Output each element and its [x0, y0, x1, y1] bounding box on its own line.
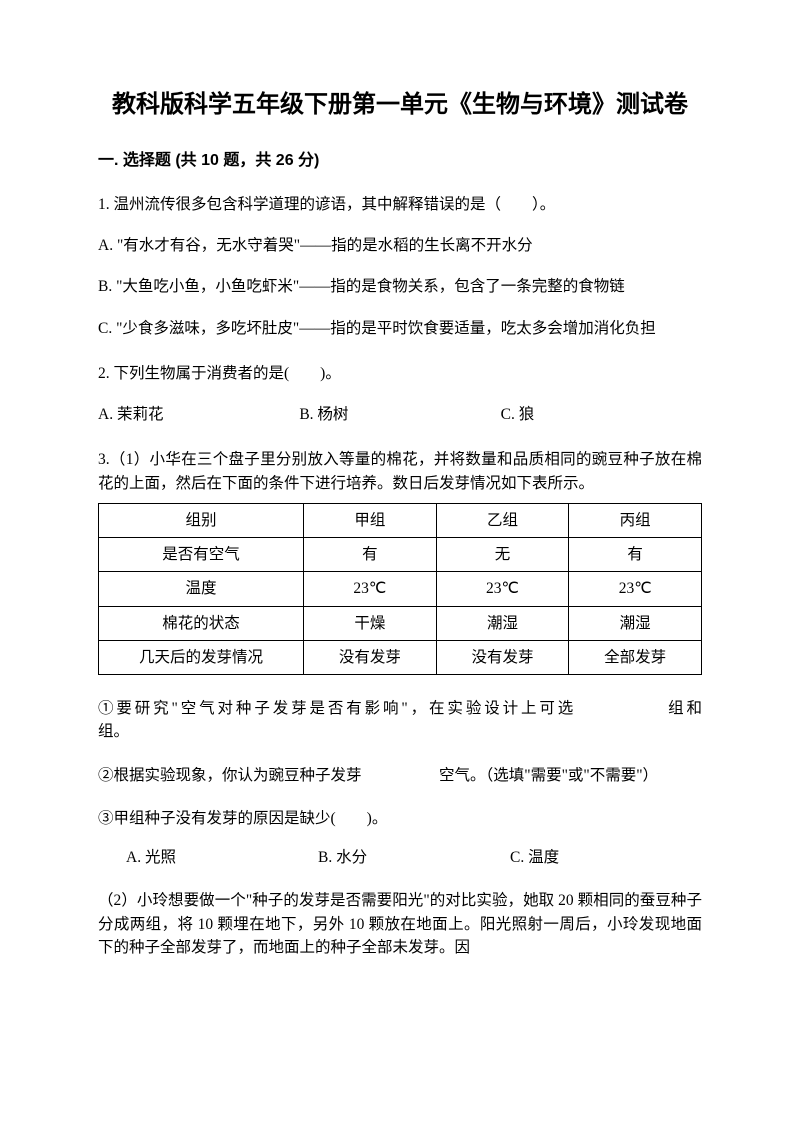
table-cell: 23℃: [304, 572, 437, 606]
q3-intro: 3.（1）小华在三个盘子里分别放入等量的棉花，并将数量和品质相同的豌豆种子放在棉…: [98, 448, 702, 495]
table-row: 是否有空气 有 无 有: [99, 538, 702, 572]
table-cell: 乙组: [436, 503, 569, 537]
question-3: 3.（1）小华在三个盘子里分别放入等量的棉花，并将数量和品质相同的豌豆种子放在棉…: [98, 448, 702, 959]
q3-sub3-option-a: A. 光照: [126, 846, 318, 869]
q1-option-b: B. "大鱼吃小鱼，小鱼吃虾米"——指的是食物关系，包含了一条完整的食物链: [98, 275, 702, 298]
q3-sub1: ①要研究"空气对种子发芽是否有影响"，在实验设计上可选 组和 组。: [98, 697, 702, 744]
table-cell: 干燥: [304, 606, 437, 640]
q2-option-a: A. 茉莉花: [98, 403, 299, 426]
table-cell: 潮湿: [569, 606, 702, 640]
q2-option-b: B. 杨树: [299, 403, 500, 426]
table-cell: 几天后的发芽情况: [99, 640, 304, 674]
q1-stem: 1. 温州流传很多包含科学道理的谚语，其中解释错误的是（ ）。: [98, 193, 702, 216]
table-cell: 23℃: [436, 572, 569, 606]
table-cell: 没有发芽: [304, 640, 437, 674]
table-cell: 是否有空气: [99, 538, 304, 572]
q1-option-a: A. "有水才有谷，无水守着哭"——指的是水稻的生长离不开水分: [98, 234, 702, 257]
q3-part2: （2）小玲想要做一个"种子的发芽是否需要阳光"的对比实验，她取 20 颗相同的蚕…: [98, 889, 702, 959]
table-cell: 温度: [99, 572, 304, 606]
q2-stem: 2. 下列生物属于消费者的是( )。: [98, 362, 702, 385]
table-cell: 组别: [99, 503, 304, 537]
q2-options: A. 茉莉花 B. 杨树 C. 狼: [98, 403, 702, 426]
table-cell: 棉花的状态: [99, 606, 304, 640]
question-2: 2. 下列生物属于消费者的是( )。 A. 茉莉花 B. 杨树 C. 狼: [98, 362, 702, 427]
q3-sub3-option-b: B. 水分: [318, 846, 510, 869]
table-row: 几天后的发芽情况 没有发芽 没有发芽 全部发芽: [99, 640, 702, 674]
table-cell: 23℃: [569, 572, 702, 606]
table-cell: 潮湿: [436, 606, 569, 640]
q2-option-c: C. 狼: [501, 403, 702, 426]
table-row: 棉花的状态 干燥 潮湿 潮湿: [99, 606, 702, 640]
question-1: 1. 温州流传很多包含科学道理的谚语，其中解释错误的是（ ）。 A. "有水才有…: [98, 193, 702, 340]
q3-sub3-options: A. 光照 B. 水分 C. 温度: [98, 846, 702, 869]
table-cell: 无: [436, 538, 569, 572]
table-cell: 有: [304, 538, 437, 572]
section-1-header: 一. 选择题 (共 10 题，共 26 分): [98, 149, 702, 173]
table-cell: 全部发芽: [569, 640, 702, 674]
q1-option-c: C. "少食多滋味，多吃坏肚皮"——指的是平时饮食要适量，吃太多会增加消化负担: [98, 317, 702, 340]
table-cell: 甲组: [304, 503, 437, 537]
q3-sub3-option-c: C. 温度: [510, 846, 702, 869]
q3-table: 组别 甲组 乙组 丙组 是否有空气 有 无 有 温度 23℃ 23℃ 23℃ 棉…: [98, 503, 702, 675]
table-row: 组别 甲组 乙组 丙组: [99, 503, 702, 537]
table-cell: 有: [569, 538, 702, 572]
table-cell: 丙组: [569, 503, 702, 537]
table-row: 温度 23℃ 23℃ 23℃: [99, 572, 702, 606]
table-cell: 没有发芽: [436, 640, 569, 674]
q3-sub2: ②根据实验现象，你认为豌豆种子发芽 空气。（选填"需要"或"不需要"）: [98, 764, 702, 787]
exam-title: 教科版科学五年级下册第一单元《生物与环境》测试卷: [98, 88, 702, 123]
q3-sub3: ③甲组种子没有发芽的原因是缺少( )。: [98, 807, 702, 830]
